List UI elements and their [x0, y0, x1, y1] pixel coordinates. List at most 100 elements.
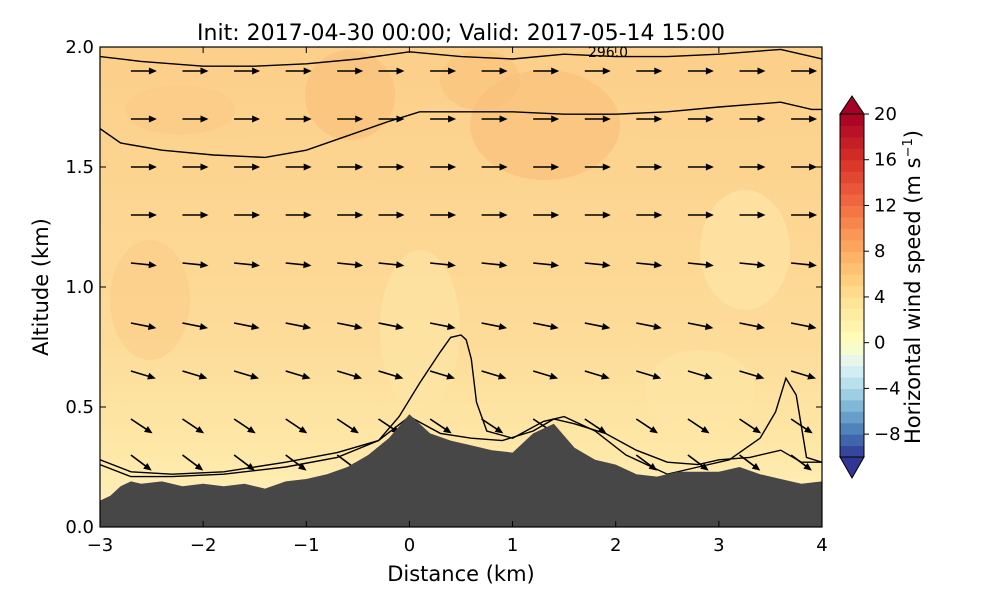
wind-vector: [533, 67, 560, 75]
y-tick-label: 0.5: [65, 397, 94, 418]
wind-vector: [636, 261, 663, 269]
x-tick-label: 3: [713, 535, 724, 556]
wind-vector: [378, 370, 404, 380]
wind-vector: [234, 115, 261, 123]
wind-vector: [481, 261, 508, 269]
colorbar-extend-bottom: [839, 456, 865, 480]
wind-vector: [636, 211, 663, 219]
terrain: [100, 414, 822, 527]
wind-vector: [739, 163, 766, 171]
wind-vector: [687, 211, 714, 219]
wind-vector: [182, 67, 209, 75]
wind-vector: [532, 370, 559, 380]
colorbar-band: [840, 434, 864, 447]
colorbar-band: [840, 239, 864, 252]
colorbar-band: [840, 308, 864, 321]
wind-vector: [687, 115, 714, 123]
wind-speed-patches: [110, 50, 790, 430]
wind-vector: [378, 261, 405, 269]
colorbar-band: [840, 262, 864, 275]
colorbar-tick-label: 12: [874, 195, 897, 216]
wind-vector: [130, 261, 157, 269]
wind-vector: [285, 370, 311, 380]
colorbar-extend-top: [839, 95, 865, 115]
wind-vector: [687, 418, 710, 434]
wind-vector: [635, 454, 658, 471]
x-tick-label: −1: [293, 535, 320, 556]
wind-vector: [481, 418, 504, 434]
colorbar-band: [840, 319, 864, 332]
colorbar-band: [840, 296, 864, 309]
wind-vector: [182, 163, 209, 171]
colorbar-tick-label: −4: [874, 378, 901, 399]
colorbar-tick-label: 16: [874, 150, 897, 171]
colorbar-band: [840, 445, 864, 458]
wind-vector: [481, 163, 508, 171]
wind-vector: [739, 454, 761, 471]
wind-vector: [233, 370, 259, 380]
wind-vector: [182, 370, 208, 380]
colorbar-band: [840, 354, 864, 367]
wind-vector: [584, 370, 610, 380]
wind-vector: [790, 418, 813, 434]
wind-vector: [378, 115, 405, 123]
wind-vector: [337, 322, 363, 330]
plot-area: 296.0: [100, 45, 822, 527]
colorbar-band: [840, 365, 864, 378]
wind-vector: [533, 115, 560, 123]
y-tick-label: 2.0: [65, 37, 94, 58]
wind-vector: [234, 163, 261, 171]
wind-vector: [636, 67, 663, 75]
wind-vector: [687, 67, 714, 75]
colorbar-band: [840, 171, 864, 184]
colorbar-band: [840, 136, 864, 149]
colorbar-band: [840, 411, 864, 424]
x-tick-label: 1: [507, 535, 518, 556]
colorbar-band: [840, 148, 864, 161]
wind-vector: [285, 322, 312, 330]
wind-vector: [378, 211, 405, 219]
wind-vector: [182, 322, 208, 330]
wind-vector: [430, 163, 457, 171]
wind-vector: [791, 261, 817, 269]
wind-vector: [285, 454, 307, 471]
wind-vector: [636, 115, 663, 123]
colorbar-band: [840, 125, 864, 138]
wind-vector: [130, 67, 157, 75]
wind-vector: [285, 261, 312, 269]
wind-vector: [790, 322, 817, 330]
y-tick-label: 1.5: [65, 157, 94, 178]
wind-vector: [533, 211, 560, 219]
wind-vector: [430, 211, 457, 219]
wind-vector: [378, 163, 405, 171]
wind-vector: [739, 322, 765, 330]
wind-vector: [584, 322, 611, 330]
wind-vector: [584, 67, 611, 75]
wind-vector: [182, 454, 204, 471]
wind-vector: [285, 163, 312, 171]
wind-vector: [584, 211, 611, 219]
wind-vector: [481, 67, 508, 75]
wind-vector: [378, 322, 404, 330]
colorbar-band: [840, 377, 864, 389]
wind-vector: [130, 418, 153, 434]
colorbar-tick-label: 4: [874, 287, 885, 308]
wind-vector: [182, 211, 209, 219]
x-tick-label: 2: [610, 535, 621, 556]
wind-vector: [234, 67, 261, 75]
wind-vector: [337, 211, 364, 219]
colorbar-band: [840, 399, 864, 412]
wind-vector: [791, 163, 818, 171]
wind-vector: [130, 115, 157, 123]
colorbar-band: [840, 251, 864, 264]
colorbar-band: [840, 182, 864, 195]
colorbar-tick-label: 0: [874, 333, 885, 354]
wind-vector: [687, 454, 709, 471]
wind-vector: [739, 370, 765, 380]
isentrope-label: 296.0: [588, 45, 628, 61]
colorbar-band: [840, 331, 864, 344]
isentrope-line: [100, 101, 822, 159]
wind-vector: [687, 370, 713, 380]
y-axis: 0.0 0.5 1.0 1.5 2.0: [65, 37, 822, 538]
